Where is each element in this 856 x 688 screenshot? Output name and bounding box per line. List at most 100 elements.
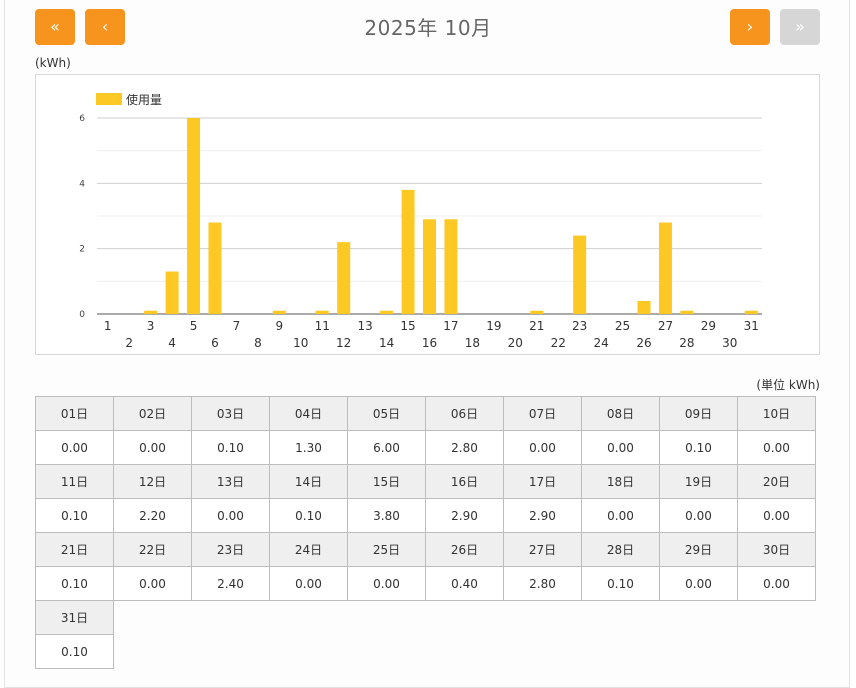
- usage-chart: 0 2 4 6 1 2 3 4 5 6 7 8 9 10 11 12 13 14 15 16 17 18 19 20 21 22 2…: [35, 74, 820, 355]
- x-tick-label: 27: [658, 319, 673, 333]
- day-header-cell: 27日: [503, 532, 582, 567]
- x-tick-label: 19: [486, 319, 501, 333]
- x-tick-label: 2: [125, 336, 133, 350]
- day-header-row: 01日 02日 03日 04日 05日 06日 07日 08日 09日 10日: [35, 396, 816, 431]
- day-value-cell: 2.80: [503, 566, 582, 601]
- x-tick-label: 4: [168, 336, 176, 350]
- day-header-cell: 05日: [347, 396, 426, 431]
- empty-cell: [582, 635, 660, 669]
- x-tick-label: 11: [315, 319, 330, 333]
- bar-day-12: [337, 242, 351, 314]
- day-value-cell: 0.10: [581, 566, 660, 601]
- empty-cell: [114, 601, 192, 635]
- month-title: 2025年 10月: [364, 16, 492, 40]
- day-header-cell: 29日: [659, 532, 738, 567]
- bar-day-21: [530, 310, 544, 314]
- bar-day-28: [680, 310, 694, 314]
- day-header-cell: 25日: [347, 532, 426, 567]
- day-header-row: 31日: [35, 600, 816, 635]
- bar-day-14: [380, 310, 394, 314]
- bar-day-17: [444, 219, 458, 314]
- day-header-cell: 09日: [659, 396, 738, 431]
- day-header-cell: 20日: [737, 464, 816, 499]
- chart-unit-label: (kWh): [35, 56, 71, 70]
- empty-cell: [504, 635, 582, 669]
- prev-month-button[interactable]: ‹: [85, 9, 125, 45]
- day-value-cell: 0.00: [35, 430, 114, 465]
- day-header-cell: 04日: [269, 396, 348, 431]
- x-tick-label: 22: [551, 336, 566, 350]
- day-header-cell: 14日: [269, 464, 348, 499]
- y-tick-label: 6: [79, 114, 85, 124]
- day-header-cell: 19日: [659, 464, 738, 499]
- day-header-cell: 16日: [425, 464, 504, 499]
- empty-cell: [504, 601, 582, 635]
- day-header-cell: 22日: [113, 532, 192, 567]
- legend-label: 使用量: [126, 92, 162, 107]
- day-value-cell: 2.90: [425, 498, 504, 533]
- x-tick-label: 6: [211, 336, 219, 350]
- day-value-cell: 0.00: [191, 498, 270, 533]
- bar-day-27: [658, 222, 672, 314]
- day-header-cell: 28日: [581, 532, 660, 567]
- day-header-row: 11日 12日 13日 14日 15日 16日 17日 18日 19日 20日: [35, 464, 816, 499]
- empty-cell: [660, 635, 738, 669]
- day-header-cell: 06日: [425, 396, 504, 431]
- day-value-cell: 2.40: [191, 566, 270, 601]
- x-tick-label: 1: [104, 319, 112, 333]
- day-value-cell: 0.00: [737, 566, 816, 601]
- day-header-cell: 24日: [269, 532, 348, 567]
- empty-cell: [348, 635, 426, 669]
- x-tick-label: 29: [701, 319, 716, 333]
- empty-cell: [426, 601, 504, 635]
- bar-day-11: [315, 310, 329, 314]
- usage-bar-chart: 0246123456789101112131415161718192021222…: [79, 92, 762, 350]
- x-tick-label: 13: [358, 319, 373, 333]
- day-header-cell: 10日: [737, 396, 816, 431]
- next-month-button[interactable]: ›: [730, 9, 770, 45]
- bar-day-9: [272, 310, 286, 314]
- day-value-cell: 0.00: [737, 430, 816, 465]
- empty-cell: [114, 635, 192, 669]
- empty-cell: [738, 635, 816, 669]
- day-header-cell: 17日: [503, 464, 582, 499]
- day-value-cell: 0.10: [35, 498, 114, 533]
- x-tick-label: 26: [636, 336, 651, 350]
- empty-cell: [738, 601, 816, 635]
- first-month-button[interactable]: «: [35, 9, 75, 45]
- day-header-cell: 21日: [35, 532, 114, 567]
- day-value-cell: 0.10: [35, 634, 114, 669]
- bar-day-4: [165, 271, 179, 314]
- day-value-cell: 0.40: [425, 566, 504, 601]
- day-header-cell: 03日: [191, 396, 270, 431]
- empty-cell: [270, 635, 348, 669]
- x-tick-label: 9: [276, 319, 284, 333]
- day-value-cell: 0.10: [269, 498, 348, 533]
- legend-swatch: [96, 93, 122, 105]
- day-header-cell: 26日: [425, 532, 504, 567]
- x-tick-label: 25: [615, 319, 630, 333]
- day-value-cell: 3.80: [347, 498, 426, 533]
- empty-cell: [660, 601, 738, 635]
- bar-day-5: [187, 118, 201, 314]
- day-header-cell: 01日: [35, 396, 114, 431]
- day-value-cell: 0.00: [269, 566, 348, 601]
- day-value-cell: 0.00: [737, 498, 816, 533]
- day-value-row: 0.10 2.20 0.00 0.10 3.80 2.90 2.90 0.00 0.00 0.00: [35, 498, 816, 533]
- day-value-cell: 0.00: [659, 498, 738, 533]
- empty-cell: [192, 601, 270, 635]
- y-tick-label: 2: [79, 245, 85, 255]
- day-value-cell: 2.90: [503, 498, 582, 533]
- empty-cell: [270, 601, 348, 635]
- day-value-cell: 2.20: [113, 498, 192, 533]
- day-value-cell: 0.00: [113, 566, 192, 601]
- empty-cell: [192, 635, 270, 669]
- day-header-cell: 11日: [35, 464, 114, 499]
- last-month-button: »: [780, 9, 820, 45]
- empty-cell: [348, 601, 426, 635]
- x-tick-label: 8: [254, 336, 262, 350]
- day-value-cell: 0.10: [35, 566, 114, 601]
- daily-usage-table: 01日 02日 03日 04日 05日 06日 07日 08日 09日 10日 0.00 0.00 0.…: [35, 396, 816, 669]
- table-unit-label: (単位 kWh): [756, 378, 820, 392]
- x-tick-label: 15: [400, 319, 415, 333]
